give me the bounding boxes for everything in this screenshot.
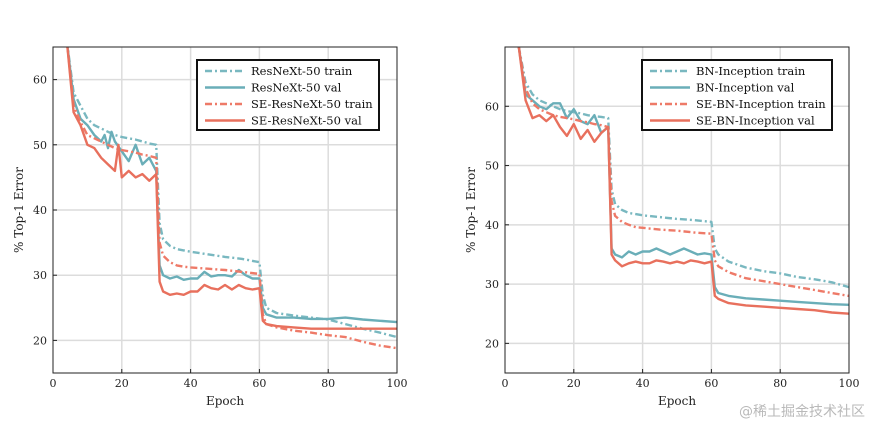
series-line-se-resnext-50-val — [66, 47, 397, 330]
x-tick-label: 80 — [773, 377, 787, 390]
x-tick-label: 80 — [321, 377, 335, 390]
series-line-bn-inception-val — [517, 47, 849, 306]
x-tick-label: 60 — [704, 377, 718, 390]
x-tick-label: 100 — [839, 377, 860, 390]
y-tick-label: 30 — [485, 278, 499, 291]
x-tick-label: 60 — [252, 377, 266, 390]
series-group — [66, 47, 397, 350]
series-line-resnext-50-val — [66, 47, 397, 324]
x-tick-label: 40 — [184, 377, 198, 390]
legend-label: ResNeXt-50 val — [251, 81, 342, 95]
legend-label: SE-ResNeXt-50 val — [251, 114, 362, 128]
series-line-se-bn-inception-val — [517, 47, 849, 315]
y-tick-label: 20 — [485, 337, 499, 350]
y-tick-label: 60 — [485, 100, 499, 113]
x-axis-label: Epoch — [206, 394, 244, 408]
x-tick-label: 20 — [115, 377, 129, 390]
series-line-resnext-50-train — [66, 47, 397, 339]
x-axis-label: Epoch — [658, 394, 696, 408]
y-tick-label: 30 — [33, 269, 47, 282]
series-line-bn-inception-train — [517, 47, 849, 289]
y-tick-label: 50 — [33, 139, 47, 152]
x-tick-label: 100 — [387, 377, 408, 390]
chart-1: 0 20 40 60 80 100 20 30 40 50 60 Epoch % Top-1 Error… — [12, 46, 408, 408]
chart-2: 0 20 40 60 80 100 20 30 40 50 60 Epoch % Top-1 Error… — [464, 46, 860, 408]
legend-label: SE-BN-Inception train — [696, 97, 826, 111]
legend-label: ResNeXt-50 train — [251, 64, 353, 78]
legend-label: SE-BN-Inception val — [696, 114, 815, 128]
y-tick-label: 60 — [33, 74, 47, 87]
series-line-se-bn-inception-train — [517, 47, 849, 298]
x-tick-label: 40 — [636, 377, 650, 390]
x-tick-label: 20 — [567, 377, 581, 390]
y-tick-label: 50 — [485, 160, 499, 173]
legend-label: BN-Inception val — [696, 81, 795, 95]
series-group — [517, 47, 849, 315]
y-axis-label: % Top-1 Error — [12, 167, 26, 253]
watermark-text: @稀土掘金技术社区 — [739, 404, 865, 420]
x-tick-label: 0 — [50, 377, 57, 390]
plot-frame — [504, 46, 850, 374]
legend-box — [196, 59, 380, 131]
y-tick-label: 40 — [33, 204, 47, 217]
x-tick-label: 0 — [502, 377, 509, 390]
legend: ResNeXt-50 train ResNeXt-50 val SE-ResNeXt… — [196, 59, 380, 131]
y-axis-label: % Top-1 Error — [464, 167, 478, 253]
legend: BN-Inception train BN-Inception val SE-BN-… — [641, 59, 833, 131]
legend-label: BN-Inception train — [696, 64, 806, 78]
y-tick-label: 40 — [485, 219, 499, 232]
y-tick-label: 20 — [33, 334, 47, 347]
legend-label: SE-ResNeXt-50 train — [251, 97, 373, 111]
legend-box — [641, 59, 833, 131]
